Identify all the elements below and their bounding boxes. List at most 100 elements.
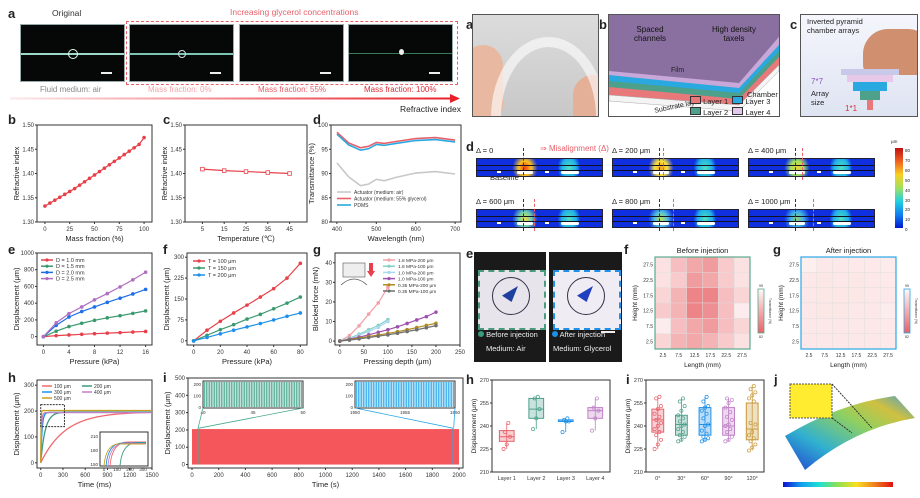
heatmap-cell — [670, 256, 687, 273]
panel-label-right-c: c — [790, 17, 798, 32]
inset-x-tick: 50 — [300, 410, 306, 415]
heatmap-cell — [686, 272, 703, 288]
data-point — [701, 434, 706, 439]
legend-label: T = 200 μm — [208, 273, 236, 279]
data-point — [218, 319, 223, 324]
heatmap-title: Before injection — [677, 246, 729, 255]
fiber-photo-air — [20, 24, 125, 82]
x-tick-label: 0 — [190, 473, 194, 479]
heatmap-cell — [879, 287, 897, 304]
x-axis-label: Pressure (kPa) — [69, 357, 120, 366]
x-tick-label: 100 — [139, 227, 150, 233]
heatmap-cell — [879, 256, 897, 273]
legend-label: 1.0 MPa-200 μm — [398, 270, 434, 276]
data-point — [285, 301, 289, 305]
data-point — [504, 442, 509, 447]
heatmap-cell — [800, 287, 818, 304]
data-point — [508, 434, 512, 439]
data-point — [92, 318, 97, 323]
x-tick-label: 5 — [201, 227, 205, 233]
data-point — [245, 317, 249, 321]
panel-label-e: e — [8, 242, 16, 257]
y-tick-label: 100 — [175, 445, 186, 451]
box — [722, 407, 735, 436]
panel-label-right-g: g — [773, 242, 781, 257]
x-tick-label: 2000 — [452, 473, 466, 479]
data-point — [701, 416, 706, 421]
y-tick-label: 1.45 — [22, 147, 34, 153]
y-tick-label: 500 — [175, 376, 186, 382]
heatmap-cell — [670, 318, 687, 334]
series-line-pdms — [336, 133, 456, 152]
chart-transmittance-vs-wavelength: 400 500 600 700 80 85 90 95 100 Wavelength (nm) Tr… — [307, 123, 462, 243]
x-tick-label: 25 — [66, 227, 73, 233]
legend-label: 0.35 MPa-100 μm — [398, 289, 436, 295]
data-point — [681, 416, 685, 421]
baseline-marker — [795, 148, 796, 180]
inset-x-tick: 200 — [126, 467, 134, 472]
data-point — [748, 420, 753, 425]
misalignment-label: ⇒ Misalignment (Δ) — [540, 144, 609, 153]
photo-before-injection: Before injection Medium: Air — [474, 252, 546, 362]
data-point — [43, 204, 47, 208]
refractive-index-label: Refractive index — [400, 104, 461, 114]
y-tick-label: 20 — [325, 300, 332, 306]
panel-label-c: c — [163, 112, 171, 127]
data-point — [127, 149, 131, 153]
fem-case-label: Δ = 1000 μm — [748, 197, 791, 206]
data-point — [725, 396, 729, 401]
legend-marker — [45, 277, 49, 281]
data-point — [704, 431, 709, 436]
inset-series — [103, 443, 146, 467]
data-point — [376, 330, 381, 335]
data-point — [503, 430, 508, 435]
y-tick-label: 1.30 — [170, 220, 182, 226]
heatmap-cell — [879, 318, 897, 334]
x-tick-label: Layer 4 — [586, 476, 604, 482]
x-tick-label: 60 — [270, 350, 277, 356]
caption-air: Fluid medium: air — [40, 85, 102, 94]
heatmap-cell — [832, 333, 849, 350]
cyclic-data-band — [192, 429, 459, 465]
fem-cross-section — [748, 158, 875, 177]
inset-connector — [354, 407, 454, 429]
data-point — [424, 325, 429, 330]
strain-colorbar — [783, 482, 893, 487]
y-tick-label: 90 — [321, 172, 328, 178]
data-point — [338, 339, 342, 343]
x-axis-label: Time (s) — [312, 480, 340, 489]
data-point — [729, 434, 734, 439]
x-tick-label: 0° — [655, 476, 660, 482]
heatmap-cell — [832, 287, 849, 304]
x-tick-label: 600 — [411, 227, 422, 233]
y-axis-label: Displacement (μm) — [12, 392, 21, 456]
inset-x-tick: 1960 — [450, 410, 461, 415]
heatmap-cell — [702, 256, 719, 273]
misalignment-marker — [812, 199, 814, 231]
x-tick-label: 2.5 — [659, 353, 666, 359]
heatmap-cell — [718, 272, 735, 288]
x-tick-label: 300 — [58, 473, 69, 479]
legend-label: T = 150 μm — [208, 266, 236, 272]
heatmap-cell — [702, 318, 719, 334]
y-tick-label: 40 — [325, 261, 332, 267]
y-tick-label: 85 — [321, 196, 328, 202]
data-point — [537, 407, 542, 412]
data-point — [72, 186, 77, 191]
data-point — [205, 328, 209, 333]
data-point — [395, 324, 400, 329]
heatmap-cell — [702, 272, 719, 288]
heatmap-cell — [733, 272, 751, 288]
heatmap-after-injection: After injection 2.5 7.5 12.5 17.5 22.5 27.5 27.… — [778, 246, 918, 369]
y-tick-label: 225 — [174, 276, 185, 282]
x-tick-label: Layer 2 — [527, 476, 545, 482]
inset-x-tick: 1950 — [350, 410, 361, 415]
y-tick-label: 27.5 — [789, 263, 799, 269]
data-point — [218, 327, 223, 332]
data-point — [285, 314, 289, 319]
colorbar-label: Transmittance (%) — [768, 298, 772, 324]
data-point — [414, 327, 419, 332]
inset-y-tick: 200 — [345, 382, 353, 387]
y-tick-label: 0 — [182, 463, 186, 469]
x-tick-label: 600 — [80, 473, 91, 479]
